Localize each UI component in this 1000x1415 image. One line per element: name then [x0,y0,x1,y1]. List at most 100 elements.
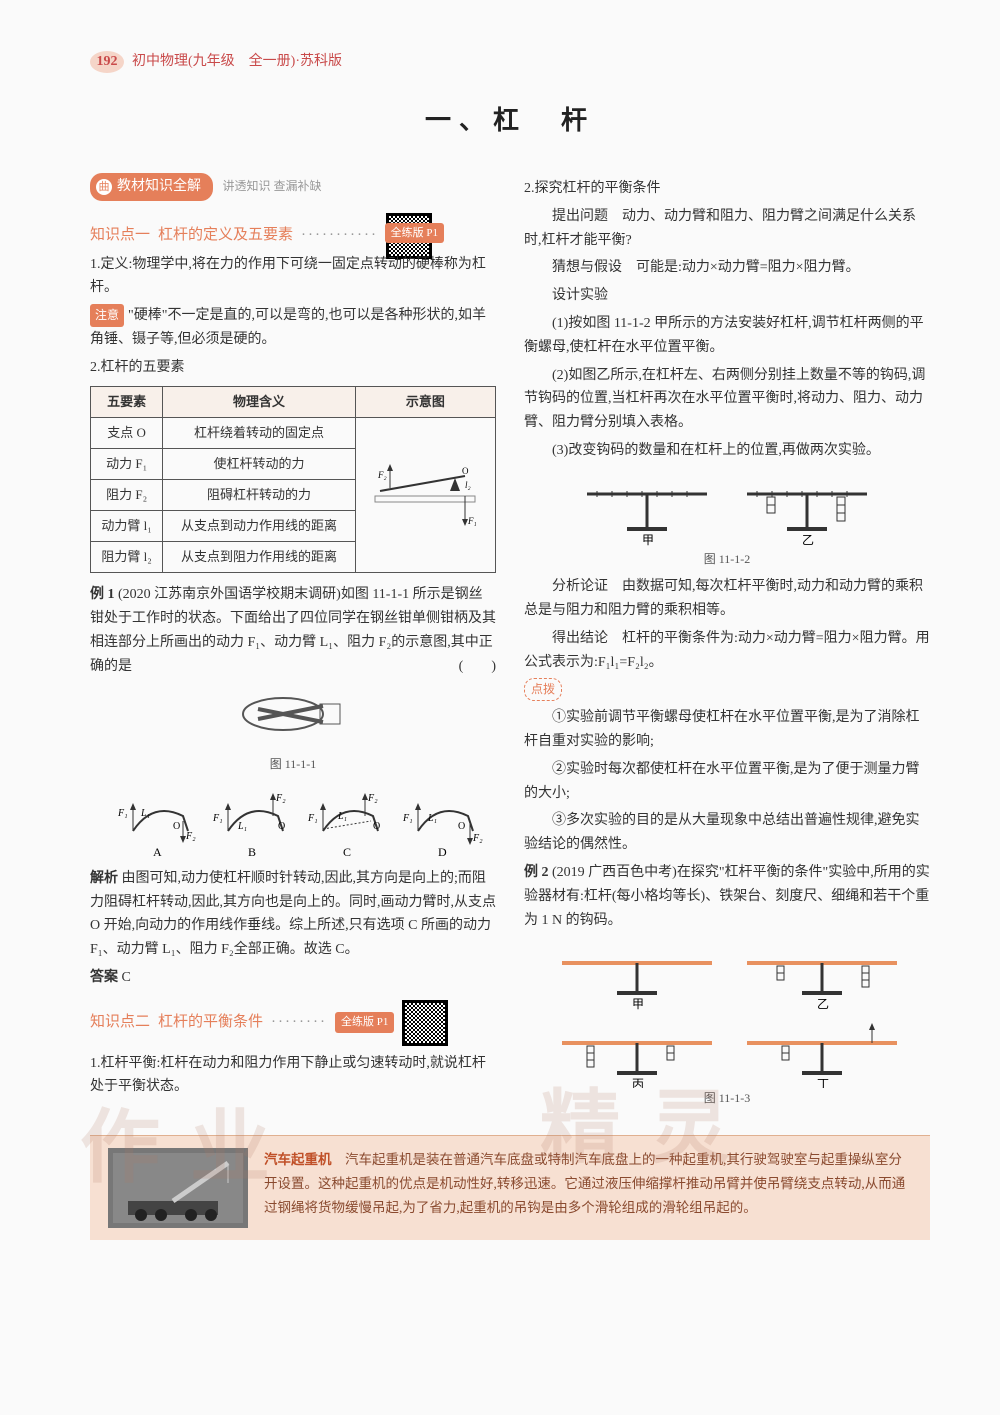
svg-text:丙: 丙 [632,1077,644,1088]
left-column: 曲 教材知识全解 讲透知识 查漏补缺 知识点一 杠杆的定义及五要素 ······… [90,173,496,1115]
kp1-title: 杠杆的定义及五要素 [158,223,293,249]
step1: (1)按如图 11-1-2 甲所示的方法安装好杠杆,调节杠杆两侧的平衡螺母,使杠… [524,312,930,360]
figure-11-1-3: 甲 乙 [524,938,930,1108]
th-1: 五要素 [91,386,163,417]
svg-text:C: C [343,845,351,859]
header-text: 初中物理(九年级 全一册)·苏科版 [132,50,342,74]
lever-diagram-icon: F₂ O l₂ F₁ [370,446,480,536]
five-elements-table: 五要素 物理含义 示意图 支点 O 杠杆绕着转动的固定点 [90,386,496,574]
th-3: 示意图 [355,386,495,417]
svg-text:O: O [462,466,469,476]
bottom-body: 汽车起重机是装在普通汽车底盘或特制汽车底盘上的一种起重机,其行驶驾驶室与起重操纵… [264,1152,905,1216]
cell: 阻力 F₂ [91,479,163,510]
section-badge: 曲 教材知识全解 [90,173,213,201]
kp1-label: 知识点一 [90,223,150,249]
cell: 从支点到动力作用线的距离 [163,510,356,541]
cell: 动力臂 l₁ [91,510,163,541]
page-number: 192 [90,51,124,73]
ex1-blank: ( ) [459,655,496,679]
svg-text:F₁: F₁ [212,813,223,824]
kp2-ref: 全练版 P1 [335,1012,394,1033]
cell: 从支点到阻力作用线的距离 [163,542,356,573]
svg-text:O: O [373,821,380,832]
svg-text:F₂: F₂ [275,793,286,804]
kp2-label: 知识点二 [90,1010,150,1036]
svg-text:O: O [458,821,465,832]
svg-text:F₁: F₁ [402,813,413,824]
ex1-src: (2020 江苏南京外国语学校期末调研) [118,587,341,602]
balance-setup-icon: 甲 乙 [567,469,887,549]
svg-text:F₂: F₂ [185,831,196,842]
guess-label: 猜想与假设 [552,260,622,275]
balance-label: 1.杠杆平衡: [90,1056,160,1071]
cell: 支点 O [91,417,163,448]
cell: 动力 F₁ [91,448,163,479]
knowledge-point-2: 知识点二 杠杆的平衡条件 ········ 全练版 P1 [90,1000,496,1046]
bottom-text: 汽车起重机 汽车起重机是装在普通汽车底盘或特制汽车底盘上的一种起重机,其行驶驾驶… [264,1148,912,1221]
svg-text:乙: 乙 [802,533,814,547]
answer-label: 答案 [90,970,118,985]
cell: 使杠杆转动的力 [163,448,356,479]
step3: (3)改变钩码的数量和在杠杆上的位置,再做两次实验。 [524,439,930,463]
cell: 杠杆绕着转动的固定点 [163,417,356,448]
svg-text:甲: 甲 [632,997,644,1011]
analysis-label: 解析 [90,871,118,886]
svg-text:L₁: L₁ [337,811,347,822]
tip2: ②实验时每次都使杠杆在水平位置平衡,是为了便于测量力臂的大小; [524,758,930,806]
kp1-ref: 全练版 P1 [385,223,444,244]
figure-11-1-1: 图 11-1-1 [90,684,496,774]
fig3-caption: 图 11-1-3 [524,1088,930,1108]
answer: C [122,970,131,985]
svg-text:l₂: l₂ [465,480,471,490]
svg-text:乙: 乙 [817,997,829,1011]
svg-text:O: O [278,821,285,832]
svg-text:D: D [438,845,447,859]
svg-text:F₁: F₁ [467,516,477,526]
note-text: "硬棒"不一定是直的,可以是弯的,也可以是各种形状的,如羊角锤、镊子等,但必须是… [90,308,486,347]
note-tag: 注意 [90,304,124,326]
q-label: 提出问题 [552,209,608,224]
svg-text:F₁: F₁ [307,813,318,824]
dots: ··········· [301,223,378,249]
pliers-main-icon [228,684,358,754]
design-label: 设计实验 [524,284,930,308]
right-column: 2.探究杠杆的平衡条件 提出问题 动力、动力臂和阻力、阻力臂之间满足什么关系时,… [524,173,930,1115]
dots: ········ [271,1010,327,1036]
badge-label: 教材知识全解 [117,175,201,199]
cell: 阻力臂 l₂ [91,542,163,573]
svg-text:丁: 丁 [817,1077,829,1088]
analyze-label: 分析论证 [552,579,608,594]
concl-label: 得出结论 [552,631,608,646]
five-label: 2.杠杆的五要素 [90,356,496,380]
svg-text:L₁: L₁ [140,808,150,819]
kp2-title: 杠杆的平衡条件 [158,1010,263,1036]
svg-text:F₂: F₂ [377,470,387,480]
fig1-caption: 图 11-1-1 [90,754,496,774]
svg-text:F₂: F₂ [472,833,483,844]
ex2-src: (2019 广西百色中考) [552,865,677,880]
bottom-infobox: 汽车起重机 汽车起重机是装在普通汽车底盘或特制汽车底盘上的一种起重机,其行驶驾驶… [90,1135,930,1240]
svg-text:L₁: L₁ [427,813,437,824]
fig2-caption: 图 11-1-2 [524,549,930,569]
diagram-cell: F₂ O l₂ F₁ [355,417,495,572]
badge-sub: 讲透知识 查漏补缺 [223,179,322,193]
tip1: ①实验前调节平衡螺母使杠杆在水平位置平衡,是为了消除杠杆自重对实验的影响; [524,706,930,754]
bottom-title: 汽车起重机 [264,1152,332,1167]
def-label: 1.定义: [90,257,132,272]
figure-11-1-2: 甲 乙 图 11-1-2 [524,469,930,569]
step2: (2)如图乙所示,在杠杆左、右两侧分别挂上数量不等的钩码,调节钩码的位置,当杠杆… [524,364,930,435]
main-title: 一、杠 杆 [90,99,930,143]
guess-text: 可能是:动力×动力臂=阻力×阻力臂。 [636,260,860,275]
svg-text:B: B [248,845,256,859]
page-header: 192 初中物理(九年级 全一册)·苏科版 [90,50,930,74]
crane-photo-icon [108,1148,248,1228]
options-row: F₁ L₁ F₂ O A F₁ L₁ F₂ O [90,781,496,861]
svg-text:F₂: F₂ [367,793,378,804]
tip-tag: 点拨 [524,678,562,700]
svg-text:L₁: L₁ [237,821,247,832]
def-text: 物理学中,将在力的作用下可绕一固定点转动的硬棒称为杠杆。 [90,257,486,296]
explore-label: 2.探究杠杆的平衡条件 [524,177,930,201]
svg-text:甲: 甲 [642,533,654,547]
svg-text:A: A [153,845,162,859]
analysis-text: 由图可知,动力使杠杆顺时针转动,因此,其方向是向上的;而阻力阻碍杠杆转动,因此,… [90,871,496,957]
